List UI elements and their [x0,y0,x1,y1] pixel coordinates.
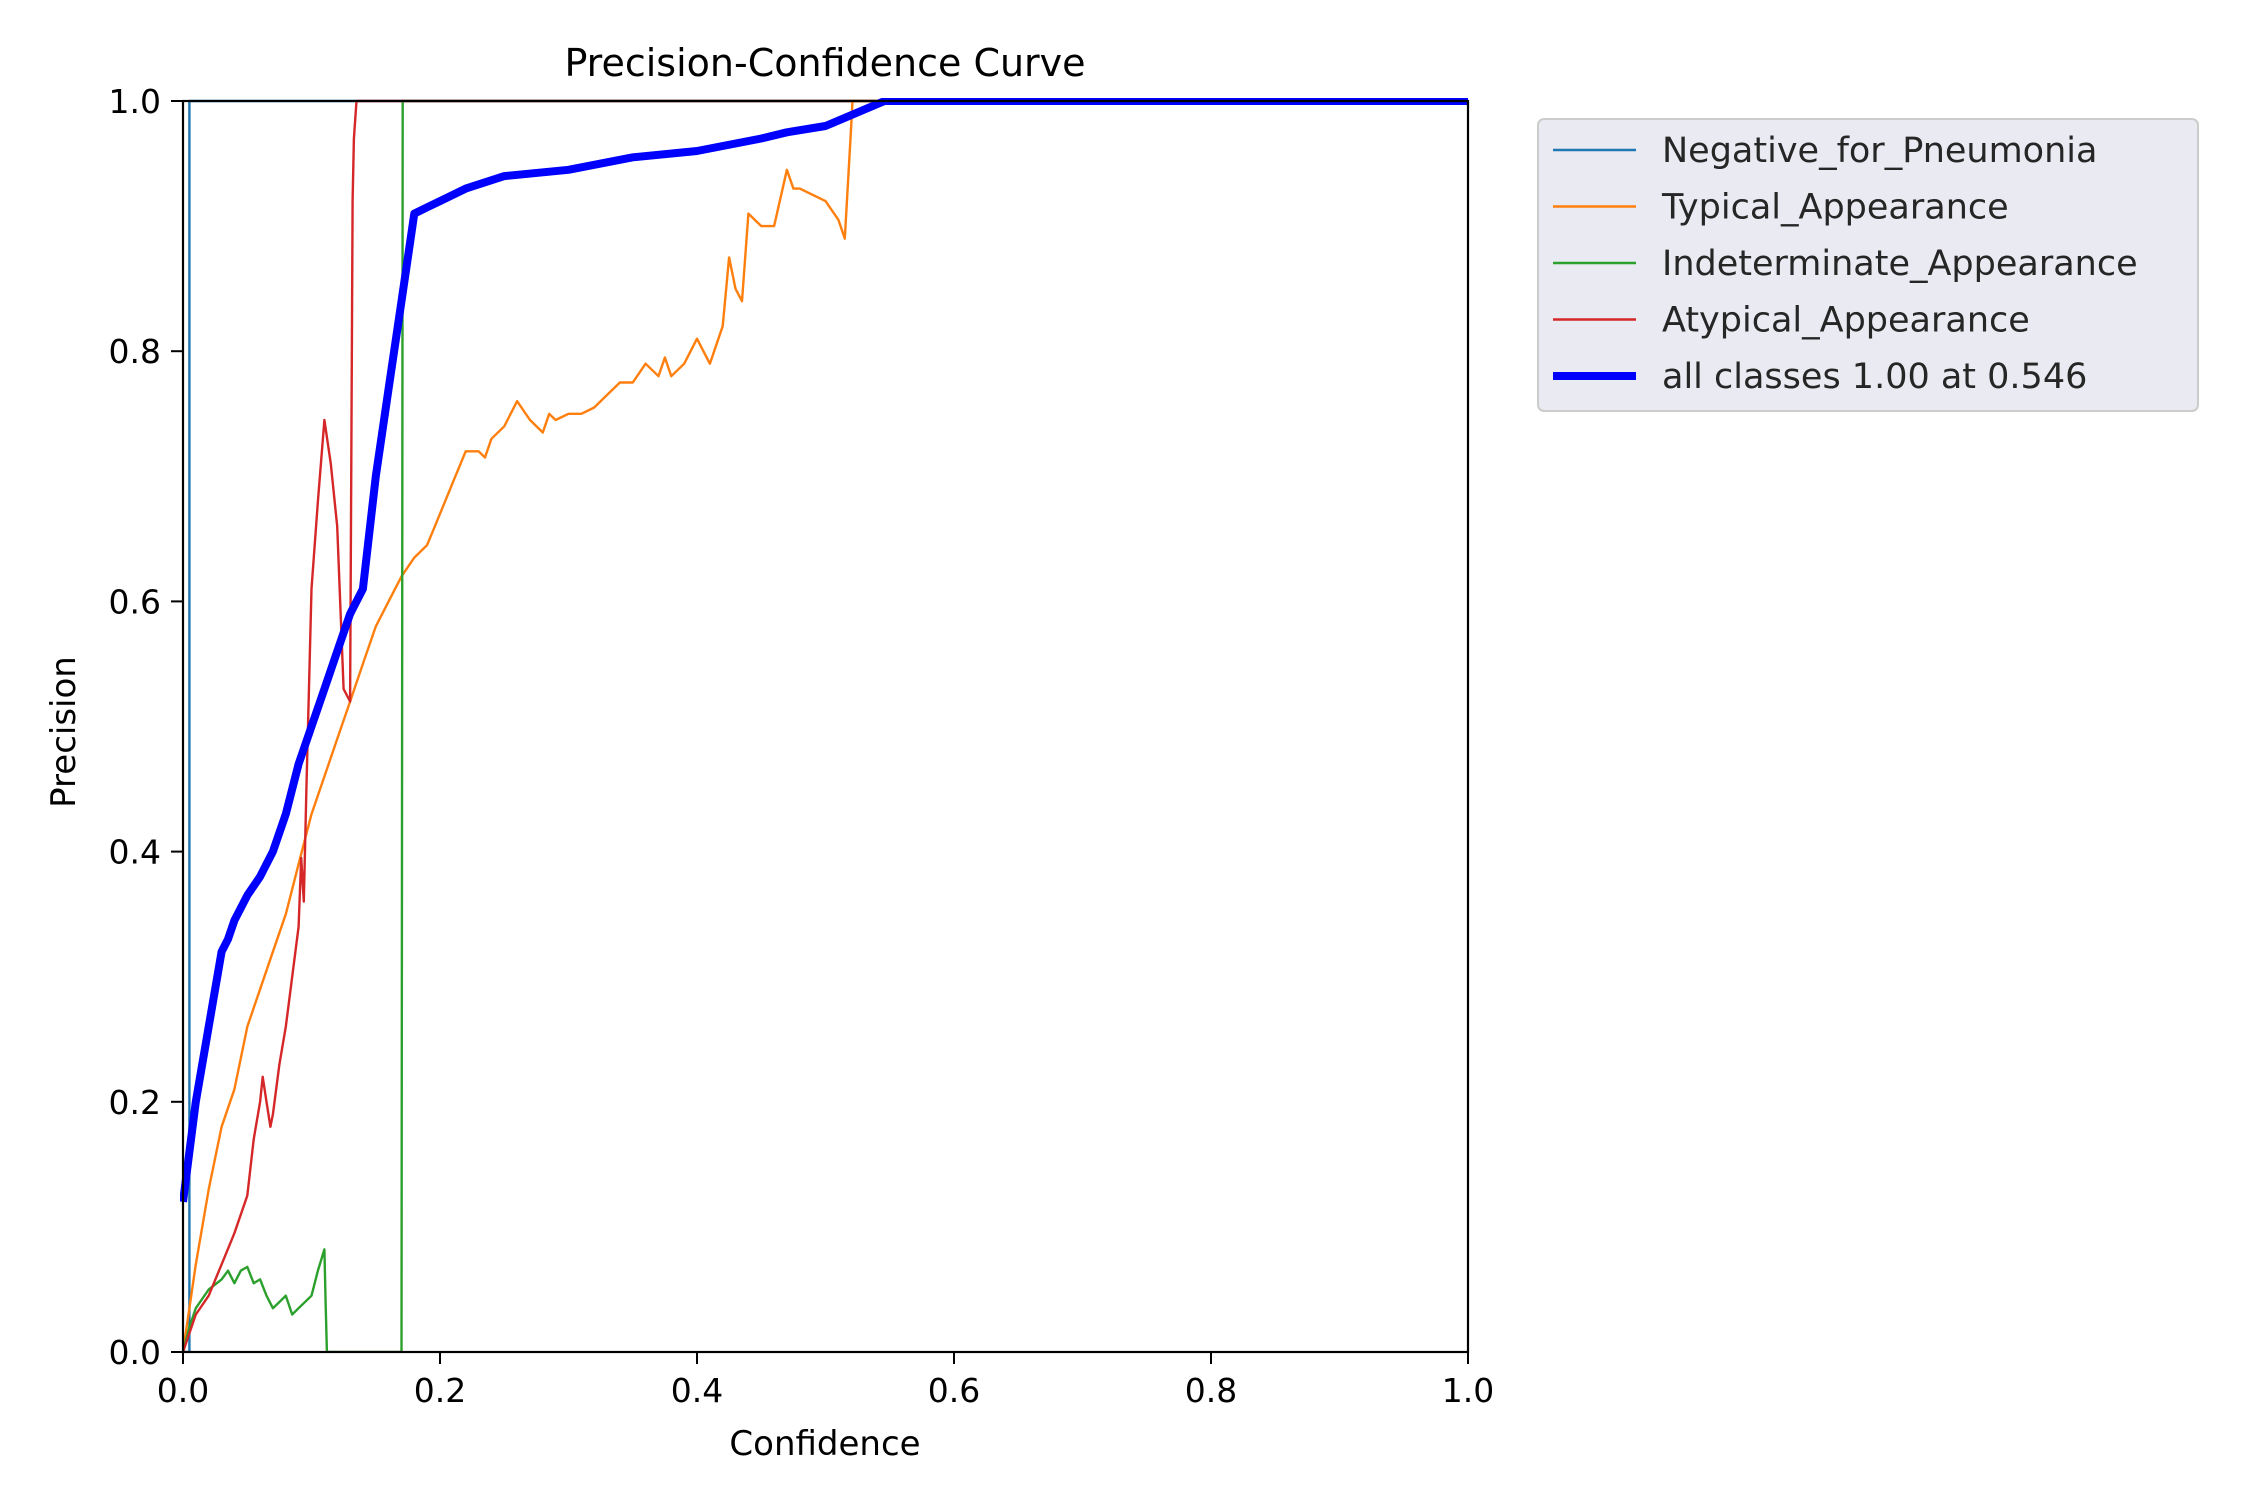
series-line-2 [181,99,1468,1353]
series-line-4 [180,98,1468,1203]
legend: Negative_for_Pneumonia Typical_Appearance… [1537,118,2199,412]
chart-title: Precision-Confidence Curve [564,41,1085,85]
x-tick-label: 0.0 [157,1371,209,1410]
legend-box [1537,118,2199,412]
series-line-1 [181,99,1468,1353]
y-tick-label: 0.6 [109,582,161,621]
x-tick-label: 0.8 [1185,1371,1237,1410]
x-tick-label: 1.0 [1442,1371,1494,1410]
legend-label: Atypical_Appearance [1662,301,2030,341]
legend-label: Typical_Appearance [1661,188,2009,228]
x-tick-label: 0.6 [928,1371,980,1410]
x-axis-label: Confidence [729,1424,920,1464]
y-tick-label: 0.8 [109,332,161,371]
axis-ticks: 0.0 0.2 0.4 0.6 0.8 1.0 0.0 0.2 0.4 0.6 0.8 1.0 [109,82,1495,1410]
legend-label: Negative_for_Pneumonia [1662,131,2097,171]
plot-frame [181,99,1470,1354]
y-tick-label: 0.4 [109,833,161,872]
legend-entries: Negative_for_Pneumonia Typical_Appearance… [1553,131,2138,397]
series-line-3 [181,99,1468,1353]
legend-label: all classes 1.00 at 0.546 [1662,357,2087,397]
y-tick-label: 1.0 [109,82,161,121]
x-tick-label: 0.4 [671,1371,723,1410]
y-axis-label: Precision [44,656,84,808]
y-tick-label: 0.2 [109,1083,161,1122]
legend-label: Indeterminate_Appearance [1662,244,2138,284]
y-tick-label: 0.0 [109,1333,161,1372]
x-tick-label: 0.2 [414,1371,466,1410]
